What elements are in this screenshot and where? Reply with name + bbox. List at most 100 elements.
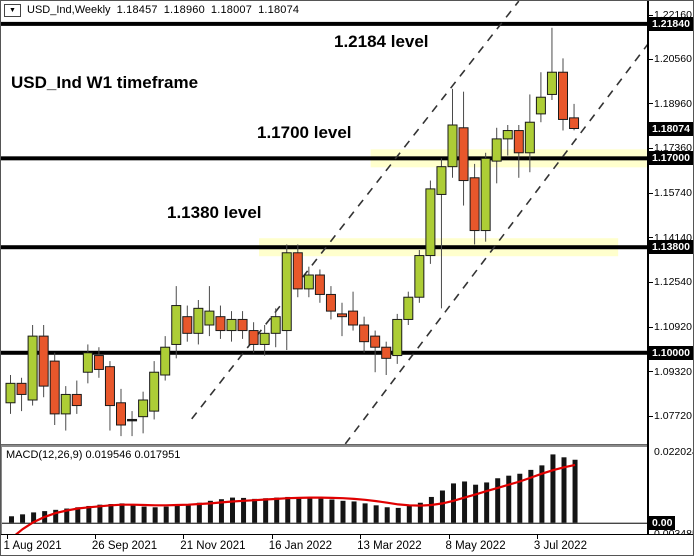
price-tick-label: 1.10920 — [654, 321, 692, 334]
time-tick-mark — [448, 535, 450, 539]
price-tick-mark — [649, 415, 653, 417]
symbol-timeframe-label: USD_Ind,Weekly — [27, 4, 111, 16]
annotation-timeframe[interactable]: USD_Ind W1 timeframe — [11, 73, 199, 92]
macd-histogram-bar — [329, 499, 335, 523]
time-tick-mark — [94, 535, 96, 539]
macd-histogram-bar — [484, 482, 490, 523]
time-tick-mark — [6, 535, 8, 539]
macd-histogram-bar — [20, 514, 26, 523]
candle-down — [370, 335, 381, 348]
candle-up — [502, 130, 513, 140]
candle-up — [392, 318, 403, 357]
macd-label: MACD(12,26,9) 0.019546 0.017951 — [6, 449, 180, 461]
candle-up — [27, 335, 38, 401]
candle-up — [447, 124, 458, 168]
macd-histogram-bar — [196, 502, 202, 523]
price-tick-mark — [649, 326, 653, 328]
candle-up — [303, 274, 314, 290]
candle-down — [314, 274, 325, 295]
candle-down — [381, 346, 392, 359]
macd-histogram-bar — [285, 496, 291, 523]
price-tick-mark — [649, 192, 653, 194]
level-price-badge[interactable]: 1.13800 — [649, 240, 693, 255]
macd-histogram-bar — [506, 475, 512, 523]
quote-high: 1.18960 — [163, 4, 205, 16]
candle-up — [160, 346, 171, 376]
price-tick-mark — [649, 103, 653, 105]
macd-histogram-bar — [395, 507, 401, 523]
level-price-badge[interactable]: 1.21840 — [649, 16, 693, 31]
candle-down — [215, 316, 226, 332]
price-tick-mark — [649, 281, 653, 283]
time-tick-mark — [536, 535, 538, 539]
macd-histogram-bar — [31, 512, 37, 523]
macd-histogram-bar — [417, 502, 423, 523]
macd-histogram-bar — [307, 497, 313, 523]
horizontal-level-line[interactable] — [1, 245, 647, 250]
annotation-1-2184-level[interactable]: 1.2184 level — [334, 32, 429, 51]
candle-down — [248, 330, 259, 345]
macd-histogram-bar — [152, 507, 158, 523]
time-tick-label: 21 Nov 2021 — [180, 540, 246, 552]
macd-histogram-bar — [528, 469, 534, 523]
macd-histogram-bar — [428, 496, 434, 523]
candle-down — [93, 355, 104, 370]
macd-histogram-bar — [473, 484, 479, 523]
horizontal-level-line[interactable] — [1, 350, 647, 355]
candle-down — [182, 316, 193, 334]
current-price-badge[interactable]: 1.18074 — [649, 121, 693, 136]
candle-up — [149, 371, 160, 412]
time-tick-mark — [183, 535, 185, 539]
price-axis[interactable]: 1.22160 1.20560 1.18960 1.17360 1.15740 1.141… — [647, 1, 693, 540]
time-tick-mark — [271, 535, 273, 539]
candle-down — [325, 293, 336, 312]
candle-up — [193, 307, 204, 334]
macd-main-value: 0.019546 — [85, 449, 132, 461]
price-chart-pane[interactable]: ▼ USD_Ind,Weekly 1.18457 1.18960 1.18007… — [1, 1, 647, 444]
macd-histogram-bar — [97, 504, 103, 523]
price-tick-mark — [649, 147, 653, 149]
macd-histogram-bar — [241, 497, 247, 523]
annotation-1-1700-level[interactable]: 1.1700 level — [257, 123, 352, 142]
level-price-badge[interactable]: 1.17000 — [649, 151, 693, 166]
pane-separator[interactable] — [1, 444, 693, 447]
candle-up — [414, 255, 425, 298]
level-price-badge[interactable]: 1.10000 — [649, 345, 693, 360]
annotation-1-1380-level[interactable]: 1.1380 level — [167, 203, 262, 222]
candle-up — [226, 318, 237, 332]
macd-histogram-bar — [75, 507, 81, 523]
candlestick-chart-surface[interactable] — [1, 1, 647, 444]
macd-histogram-bar — [174, 505, 180, 523]
candle-up — [5, 382, 16, 404]
macd-histogram-bar — [318, 498, 324, 523]
candle-down — [558, 71, 568, 120]
trend-channel-line[interactable] — [191, 1, 520, 420]
price-tick-mark — [649, 14, 653, 16]
candle-up — [60, 393, 71, 415]
price-tick-mark — [649, 371, 653, 373]
macd-histogram-bar — [185, 504, 191, 523]
horizontal-level-line[interactable] — [1, 156, 647, 161]
price-tick-label: 1.18960 — [654, 97, 692, 110]
macd-histogram-bar — [207, 500, 213, 523]
macd-chart-surface[interactable] — [2, 447, 647, 534]
macd-histogram-bar — [163, 506, 169, 523]
horizontal-level-line[interactable] — [1, 21, 647, 26]
candle-down — [292, 252, 303, 290]
candle-down — [116, 402, 126, 426]
macd-histogram-bar — [550, 454, 556, 523]
symbol-dropdown-button[interactable]: ▼ — [4, 3, 21, 17]
macd-histogram-bar — [218, 499, 224, 523]
macd-histogram-bar — [340, 500, 346, 523]
candle-up — [436, 166, 447, 195]
macd-histogram-bar — [230, 497, 235, 523]
macd-indicator-pane[interactable]: MACD(12,26,9) 0.019546 0.017951 — [1, 447, 647, 534]
candle-down — [469, 177, 480, 232]
candle-down — [359, 324, 370, 343]
time-axis[interactable]: 1 Aug 2021 26 Sep 2021 21 Nov 2021 16 Jan 2… — [1, 534, 693, 555]
macd-histogram-bar — [539, 465, 545, 523]
macd-name: MACD(12,26,9) — [6, 449, 83, 461]
macd-zero-badge[interactable]: 0.00 — [649, 515, 676, 530]
candle-up — [281, 252, 292, 332]
candle-down — [569, 117, 580, 130]
